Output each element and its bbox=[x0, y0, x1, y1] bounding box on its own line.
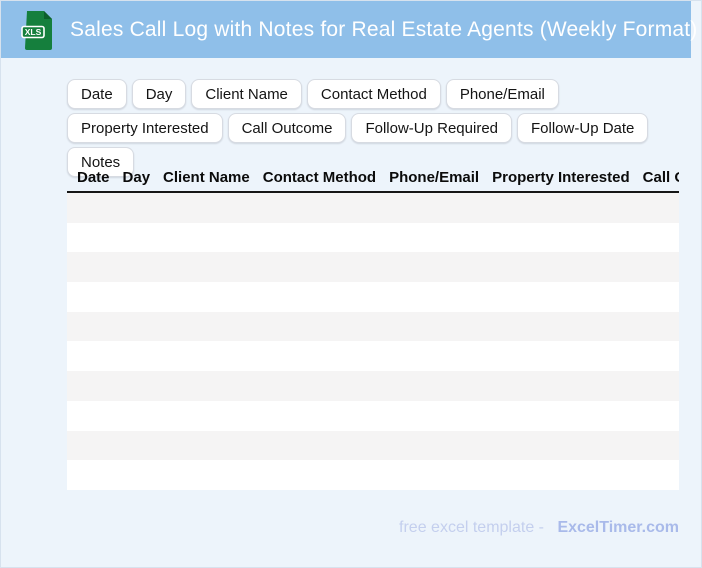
field-chip[interactable]: Phone/Email bbox=[445, 79, 559, 109]
field-chip[interactable]: Follow-Up Date bbox=[517, 113, 649, 143]
table-row bbox=[67, 193, 679, 223]
footer-brand-link[interactable]: ExcelTimer.com bbox=[557, 519, 679, 536]
table-row bbox=[67, 400, 679, 431]
field-chip[interactable]: Contact Method bbox=[306, 79, 441, 109]
table-row bbox=[67, 222, 679, 253]
column-header: Client Name bbox=[163, 169, 250, 186]
field-chip[interactable]: Client Name bbox=[191, 79, 302, 109]
table-row bbox=[67, 311, 679, 342]
field-chip[interactable]: Day bbox=[131, 79, 187, 109]
column-header: Contact Method bbox=[262, 169, 377, 186]
table-row bbox=[67, 371, 679, 401]
xls-icon-label: XLS bbox=[25, 27, 42, 37]
field-chip[interactable]: Property Interested bbox=[67, 113, 223, 143]
table-header-row: Date Day Client Name Contact Method Phone/Em… bbox=[67, 164, 679, 193]
footer-text: free excel template - bbox=[399, 519, 544, 536]
field-chip[interactable]: Notes bbox=[67, 147, 135, 177]
table-body bbox=[67, 193, 679, 490]
field-chip[interactable]: Date bbox=[67, 79, 127, 109]
field-chip[interactable]: Call Outcome bbox=[227, 113, 347, 143]
field-chip[interactable]: Follow-Up Required bbox=[351, 113, 513, 143]
table-row bbox=[67, 430, 679, 461]
page-title: Sales Call Log with Notes for Real Estat… bbox=[70, 17, 698, 41]
column-header: Call Outcome bbox=[642, 169, 679, 186]
column-header: Day bbox=[122, 169, 151, 186]
table-row bbox=[67, 341, 679, 372]
table-row bbox=[67, 252, 679, 283]
xls-file-icon: XLS bbox=[21, 10, 52, 50]
title-bar: XLS Sales Call Log with Notes for Real E… bbox=[1, 1, 697, 58]
column-header: Date bbox=[77, 169, 110, 186]
table-row bbox=[67, 460, 679, 490]
column-header: Property Interested bbox=[492, 169, 630, 186]
table-row bbox=[67, 282, 679, 312]
footer-credit: free excel template - ExcelTimer.com bbox=[399, 518, 679, 538]
field-chip-list: Date Day Client Name Contact Method Phone/Em… bbox=[67, 79, 681, 177]
column-header: Phone/Email bbox=[389, 169, 480, 186]
call-log-table: Date Day Client Name Contact Method Phone/Em… bbox=[67, 164, 679, 490]
